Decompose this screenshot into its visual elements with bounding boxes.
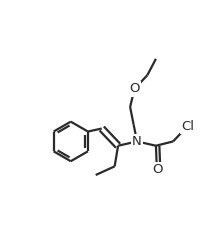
Text: O: O: [129, 82, 140, 95]
Text: Cl: Cl: [181, 120, 194, 133]
Text: N: N: [132, 135, 142, 148]
Text: O: O: [152, 163, 163, 176]
